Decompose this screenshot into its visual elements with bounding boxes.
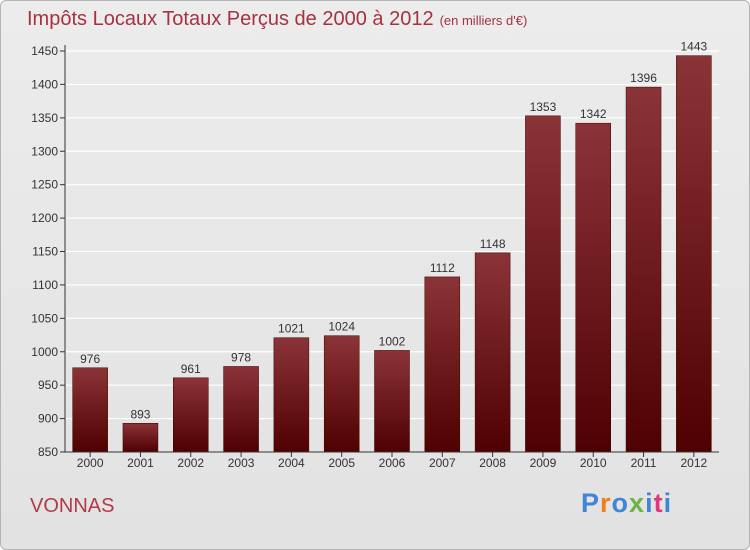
x-tick-label: 2009 — [530, 456, 557, 470]
y-tick-label: 950 — [38, 378, 58, 392]
bar-2011 — [625, 86, 662, 453]
bar-2003 — [223, 366, 259, 453]
y-tick-label: 1350 — [31, 111, 58, 125]
x-tick-label: 2007 — [429, 456, 456, 470]
data-label-2010: 1342 — [580, 107, 607, 121]
bar-2002 — [173, 377, 209, 453]
data-label-2002: 961 — [181, 362, 201, 376]
data-label-2003: 978 — [231, 350, 251, 364]
y-tick-label: 1200 — [31, 211, 58, 225]
y-tick-label: 1400 — [31, 77, 58, 91]
y-tick-label: 1250 — [31, 178, 58, 192]
data-label-2006: 1002 — [379, 334, 406, 348]
chart-title-text: Impôts Locaux Totaux Perçus de 2000 à 20… — [27, 8, 434, 30]
logo-letter: i — [663, 488, 673, 518]
logo-letter: x — [629, 488, 646, 518]
axes: 850 900 950 1000 1050 1100 1150 1200 1250 1300 135… — [31, 44, 719, 470]
data-label-2012: 1443 — [680, 40, 707, 54]
data-label-2009: 1353 — [530, 100, 557, 114]
chart-title: Impôts Locaux Totaux Perçus de 2000 à 20… — [27, 8, 527, 31]
bar-2008 — [474, 252, 511, 453]
bars — [72, 55, 712, 453]
chart-subtitle: (en milliers d'€) — [439, 13, 528, 28]
y-tick-label: 1050 — [31, 311, 58, 325]
bar-2012 — [676, 55, 712, 453]
bar-2006 — [374, 350, 410, 453]
y-tick-label: 1000 — [31, 345, 58, 359]
data-label-2001: 893 — [130, 407, 150, 421]
y-tick-label: 850 — [38, 445, 58, 459]
logo-letter: t — [653, 488, 664, 518]
data-label-2005: 1024 — [328, 320, 355, 334]
x-tick-label: 2004 — [278, 456, 305, 470]
x-tick-label: 2011 — [631, 456, 657, 470]
x-tick-label: 2003 — [228, 456, 255, 470]
logo-letter: P — [581, 488, 601, 518]
x-tick-label: 2002 — [177, 456, 204, 470]
bar-2009 — [525, 115, 561, 453]
proxiti-logo: Proxiti — [581, 488, 672, 519]
logo-letter: r — [600, 488, 612, 518]
x-tick-label: 2006 — [379, 456, 406, 470]
data-labels: 976 893 961 978 1021 1024 1002 1112 1148 1353 1342… — [80, 40, 707, 422]
y-tick-label: 1300 — [31, 144, 58, 158]
y-tick-label: 1150 — [32, 245, 58, 259]
bar-2001 — [122, 423, 159, 453]
x-tick-label: 2001 — [127, 456, 154, 470]
bar-2005 — [323, 335, 360, 453]
y-tick-label: 1100 — [32, 278, 58, 292]
data-label-2011: 1396 — [630, 71, 657, 85]
bar-2007 — [424, 276, 461, 453]
commune-name: VONNAS — [30, 495, 115, 517]
data-label-2000: 976 — [80, 352, 100, 366]
logo-letter: o — [611, 488, 630, 518]
x-tick-label: 2000 — [77, 456, 104, 470]
data-label-2008: 1148 — [480, 237, 506, 251]
y-tick-label: 1450 — [31, 44, 58, 58]
x-tick-label: 2005 — [328, 456, 355, 470]
y-tick-label: 900 — [38, 412, 58, 426]
logo-letter: i — [645, 488, 654, 518]
data-label-2004: 1021 — [278, 322, 305, 336]
x-tick-label: 2010 — [580, 456, 607, 470]
x-tick-label: 2008 — [479, 456, 506, 470]
bar-2000 — [72, 367, 108, 453]
bar-2004 — [273, 337, 310, 453]
bar-2010 — [575, 122, 611, 453]
data-label-2007: 1112 — [430, 261, 455, 275]
x-tick-label: 2012 — [680, 456, 707, 470]
